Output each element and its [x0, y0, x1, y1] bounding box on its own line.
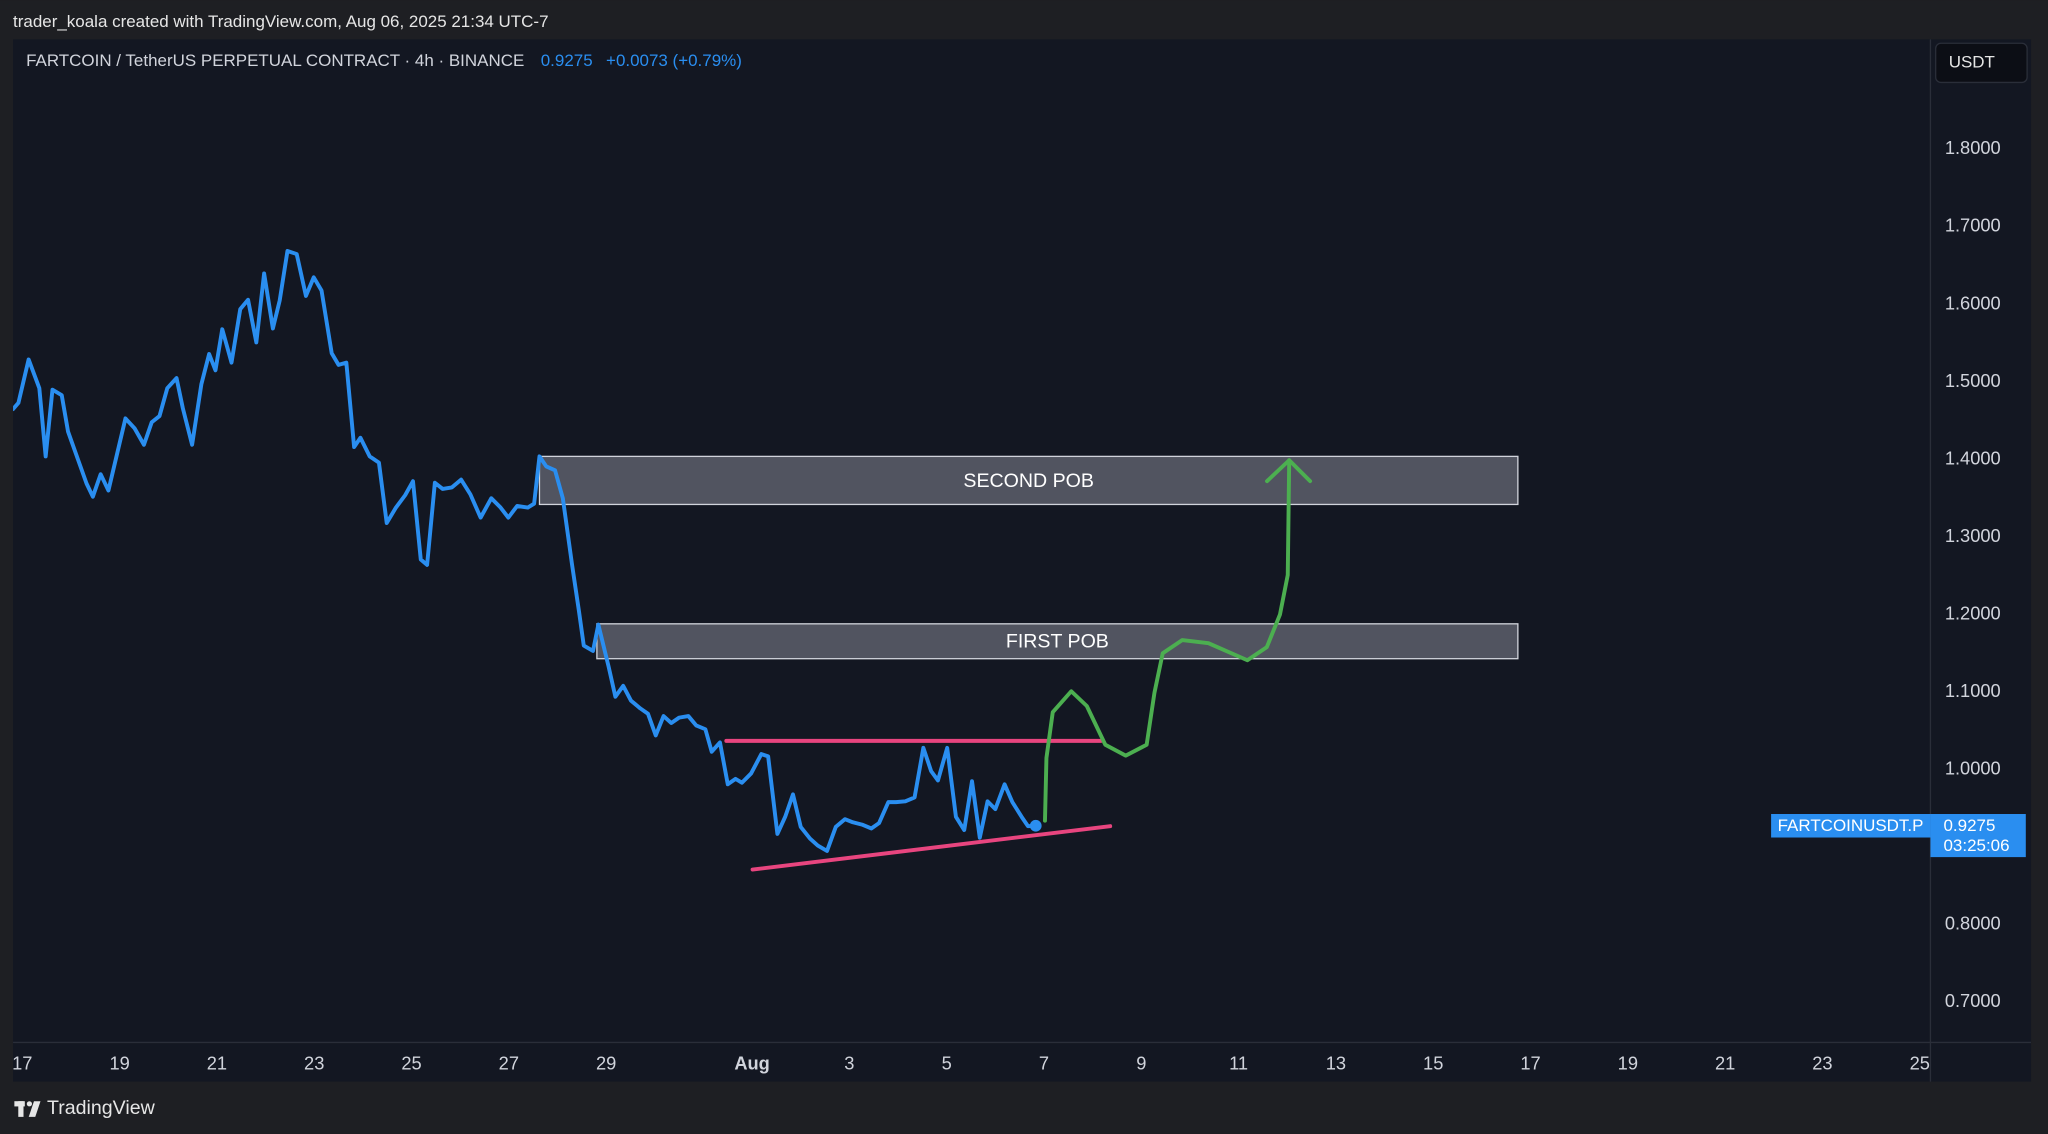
price-line: [13, 248, 1038, 853]
price-tag-countdown: 03:25:06: [1944, 836, 2010, 855]
x-tick-label: 15: [1423, 1052, 1443, 1073]
y-tick-label: 0.8000: [1945, 912, 2001, 933]
y-tick-label: 1.6000: [1945, 292, 2001, 313]
footer-brand: TradingView: [47, 1097, 156, 1119]
y-tick-label: 1.7000: [1945, 215, 2001, 236]
x-tick-label: 19: [109, 1052, 129, 1073]
x-tick-label: 23: [304, 1052, 324, 1073]
x-tick-label: 17: [1520, 1052, 1540, 1073]
zone-box: [538, 455, 1519, 506]
zone-label: FIRST POB: [1006, 631, 1109, 653]
x-tick-label: 17: [12, 1052, 32, 1073]
x-tick-label: 5: [942, 1052, 952, 1073]
x-tick-label: 29: [596, 1052, 616, 1073]
y-tick-label: 1.0000: [1945, 757, 2001, 778]
currency-button[interactable]: [1935, 42, 2028, 84]
plot: SECOND POB FIRST POB: [13, 248, 1519, 872]
y-tick-label: 1.1000: [1945, 680, 2001, 701]
x-tick-label: 9: [1136, 1052, 1146, 1073]
y-tick-label: 1.3000: [1945, 525, 2001, 546]
y-tick-label: 1.2000: [1945, 602, 2001, 623]
logo-part: [18, 1101, 24, 1117]
price-tag-value: 0.9275: [1944, 816, 1996, 835]
y-tick-label: 1.4000: [1945, 447, 2001, 468]
chart-pane: [13, 39, 2032, 1082]
logo-part: [26, 1101, 32, 1107]
logo-part: [28, 1101, 41, 1117]
zone-box: [596, 623, 1519, 660]
x-tick-label: 27: [499, 1052, 519, 1073]
x-tick-label: 23: [1812, 1052, 1832, 1073]
credit: trader_koala created with TradingView.co…: [13, 12, 548, 31]
x-tick-label: 13: [1326, 1052, 1346, 1073]
projection-path: [1043, 458, 1292, 823]
price-tag-bg: [1930, 814, 2026, 858]
x-tick-label: Aug: [734, 1052, 770, 1073]
price-tag-symbol: FARTCOINUSDT.P: [1778, 816, 1924, 835]
x-tick-label: 7: [1039, 1052, 1049, 1073]
y-tick-label: 1.5000: [1945, 370, 2001, 391]
y-tick-label: 0.7000: [1945, 990, 2001, 1011]
x-tick-label: 21: [207, 1052, 227, 1073]
x-tick-label: 21: [1715, 1052, 1735, 1073]
zone-label: SECOND POB: [963, 470, 1094, 492]
symbol-title: FARTCOIN / TetherUS PERPETUAL CONTRACT ·…: [26, 51, 524, 70]
price-tag-symbol-bg: [1771, 814, 1931, 838]
trend-line: [750, 824, 1113, 872]
last-price: 0.9275: [541, 51, 593, 70]
price-change: +0.0073 (+0.79%): [606, 51, 742, 70]
x-tick-label: 11: [1229, 1052, 1248, 1073]
x-tick-label: 25: [401, 1052, 421, 1073]
last-point: [1029, 819, 1042, 832]
logo: [14, 1101, 41, 1117]
x-tick-label: 19: [1618, 1052, 1638, 1073]
currency-label[interactable]: USDT: [1949, 52, 1995, 71]
x-tick-label: 25: [1910, 1052, 1930, 1073]
arrow-head: [1265, 458, 1313, 484]
y-tick-label: 1.8000: [1945, 137, 2001, 158]
x-tick-label: 3: [844, 1052, 854, 1073]
